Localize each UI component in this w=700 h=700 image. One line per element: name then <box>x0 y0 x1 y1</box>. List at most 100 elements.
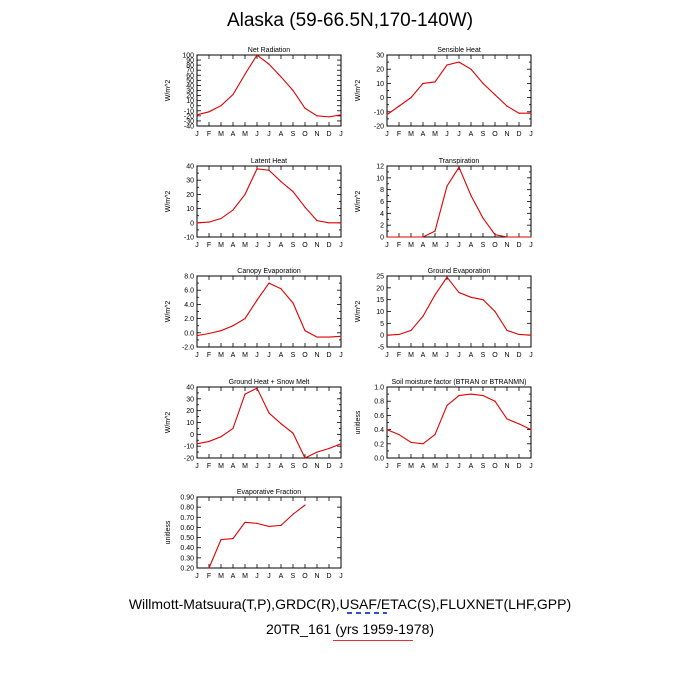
data-point <box>340 335 342 337</box>
data-point <box>340 114 342 116</box>
y-tick-label: 0.70 <box>180 515 194 522</box>
data-point <box>244 393 246 395</box>
data-point <box>220 539 222 541</box>
figure-title: Alaska (59-66.5N,170-140W) <box>226 10 474 31</box>
x-tick-label: A <box>469 242 474 249</box>
y-tick-label: 0 <box>190 220 194 227</box>
y-tick-label: 0.30 <box>180 555 194 562</box>
x-tick-label: J <box>457 242 461 249</box>
data-point <box>410 329 412 332</box>
data-point <box>494 234 496 236</box>
data-point <box>398 333 400 336</box>
x-tick-label: O <box>302 242 308 249</box>
y-tick-label: 15 <box>376 297 384 304</box>
x-tick-label: N <box>504 352 509 359</box>
data-point <box>268 63 270 65</box>
data-point <box>494 310 496 313</box>
data-point <box>280 524 282 527</box>
x-tick-label: A <box>279 463 284 470</box>
x-tick-label: N <box>314 573 319 580</box>
data-point <box>304 457 306 459</box>
y-tick-label: -20 <box>184 113 194 120</box>
data-point <box>196 443 198 445</box>
x-tick-label: F <box>397 352 401 359</box>
data-point <box>280 423 282 425</box>
x-tick-label: O <box>302 463 308 470</box>
data-point <box>340 222 342 224</box>
data-point <box>268 412 270 414</box>
data-point <box>280 76 282 78</box>
x-tick-label: J <box>445 463 449 470</box>
x-tick-label: J <box>255 131 259 138</box>
x-tick-label: J <box>385 242 389 249</box>
x-tick-label: J <box>385 463 389 470</box>
y-tick-label: 10 <box>376 175 384 182</box>
y-tick-label: 20 <box>186 408 194 415</box>
x-tick-label: M <box>408 352 414 359</box>
x-tick-label: M <box>218 463 224 470</box>
x-tick-label: F <box>397 463 401 470</box>
data-point <box>256 299 258 301</box>
x-tick-label: J <box>255 573 259 580</box>
data-point <box>232 537 234 540</box>
x-tick-label: J <box>267 131 271 138</box>
data-point <box>292 302 294 304</box>
data-point <box>470 393 472 395</box>
x-tick-label: J <box>445 352 449 359</box>
data-point <box>268 525 270 528</box>
y-tick-label: 5 <box>380 321 384 328</box>
y-tick-label: 12 <box>376 164 384 171</box>
x-tick-label: J <box>339 352 343 359</box>
x-tick-label: N <box>314 242 319 249</box>
x-tick-label: D <box>516 242 521 249</box>
x-tick-label: M <box>432 463 438 470</box>
y-tick-label: 10 <box>376 309 384 316</box>
y-tick-label: 90 <box>186 58 194 65</box>
x-tick-label: J <box>195 352 199 359</box>
x-tick-label: M <box>432 352 438 359</box>
data-point <box>244 193 246 195</box>
data-point <box>470 68 472 70</box>
data-point <box>304 107 306 109</box>
data-point <box>506 418 508 420</box>
y-tick-label: 10 <box>186 98 194 105</box>
data-point <box>328 222 330 224</box>
x-tick-label: S <box>291 242 296 249</box>
data-point <box>304 206 306 208</box>
y-tick-label: 30 <box>186 178 194 185</box>
x-tick-label: A <box>421 463 426 470</box>
data-point <box>232 427 234 430</box>
data-point <box>292 513 294 515</box>
series-line <box>208 504 306 569</box>
x-tick-label: M <box>218 131 224 138</box>
x-tick-label: D <box>326 463 331 470</box>
x-tick-label: A <box>469 463 474 470</box>
x-tick-label: M <box>242 242 248 249</box>
x-tick-label: A <box>279 131 284 138</box>
data-point <box>446 185 448 187</box>
x-tick-label: J <box>457 131 461 138</box>
y-tick-label: 2 <box>380 223 384 230</box>
y-tick-label: 0.6 <box>374 413 384 420</box>
y-tick-label: 30 <box>376 53 384 60</box>
data-point <box>220 330 222 332</box>
x-tick-label: D <box>516 131 521 138</box>
data-point <box>386 429 388 431</box>
data-point <box>256 168 258 170</box>
y-tick-label: 0 <box>190 103 194 110</box>
y-tick-label: 0.2 <box>374 441 384 448</box>
data-point <box>328 336 330 338</box>
y-axis-label: W/m^2 <box>165 80 172 102</box>
y-tick-label: 4.0 <box>184 302 194 309</box>
data-point <box>316 220 318 222</box>
x-tick-label: A <box>279 352 284 359</box>
x-tick-label: J <box>445 131 449 138</box>
x-tick-label: O <box>492 352 498 359</box>
data-point <box>196 114 198 116</box>
y-tick-label: -10 <box>184 235 194 242</box>
x-tick-label: A <box>279 242 284 249</box>
data-point <box>422 82 424 84</box>
data-point <box>208 567 210 569</box>
y-tick-label: 0.90 <box>180 495 194 502</box>
